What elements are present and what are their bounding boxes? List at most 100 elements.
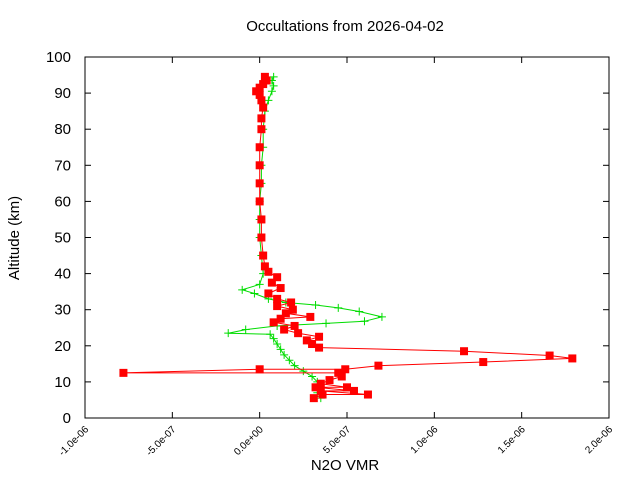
x-tick-label: -5.0e-07 <box>144 424 178 458</box>
y-tick-label: 90 <box>54 85 71 102</box>
data-point <box>267 87 276 96</box>
data-point <box>290 361 299 370</box>
data-point <box>264 96 273 105</box>
series-1 <box>224 72 386 403</box>
y-axis: 0 10 20 30 40 50 60 70 80 90 100 <box>46 49 609 427</box>
data-point <box>269 318 278 327</box>
data-point <box>316 379 325 388</box>
x-tick-label: -1.0e-06 <box>57 424 91 458</box>
y-tick-label: 40 <box>54 266 71 283</box>
y-tick-label: 20 <box>54 338 71 355</box>
data-point <box>311 301 320 310</box>
data-point <box>250 289 259 298</box>
x-tick-label: 1.5e-06 <box>496 424 528 456</box>
data-point <box>273 294 282 303</box>
data-point <box>269 72 278 81</box>
data-point <box>280 325 289 334</box>
data-point <box>334 368 343 377</box>
y-tick-label: 10 <box>54 374 71 391</box>
data-point <box>280 350 289 359</box>
data-point <box>285 356 294 365</box>
data-point <box>269 334 278 343</box>
y-tick-label: 0 <box>63 410 71 427</box>
data-point <box>302 336 311 345</box>
data-point <box>276 345 285 354</box>
data-point <box>259 251 268 260</box>
data-point <box>119 368 128 377</box>
data-point <box>266 330 275 339</box>
data-point <box>355 307 364 316</box>
data-point <box>363 390 372 399</box>
data-point <box>267 278 276 287</box>
data-point <box>545 351 554 360</box>
data-point <box>260 262 269 271</box>
data-point <box>255 143 264 152</box>
data-point <box>255 179 264 188</box>
data-point <box>269 81 278 90</box>
x-tick-label: 2.0e-06 <box>583 424 615 456</box>
data-point <box>255 197 264 206</box>
data-point <box>309 394 318 403</box>
data-point <box>273 273 282 282</box>
data-point <box>288 305 297 314</box>
series-line <box>228 76 383 399</box>
data-point <box>276 284 285 293</box>
data-point <box>257 233 266 242</box>
data-point <box>325 376 334 385</box>
series-layer <box>119 72 577 403</box>
data-point <box>311 383 320 392</box>
data-point <box>257 114 266 123</box>
y-tick-label: 50 <box>54 230 71 247</box>
x-tick-label: 1.0e-06 <box>409 424 441 456</box>
y-tick-label: 70 <box>54 157 71 174</box>
data-point <box>255 365 264 374</box>
data-point <box>316 386 325 395</box>
data-point <box>276 314 285 323</box>
y-tick-label: 100 <box>46 49 71 66</box>
y-tick-label: 30 <box>54 302 71 319</box>
data-point <box>349 386 358 395</box>
data-point <box>315 343 324 352</box>
data-point <box>259 103 268 112</box>
data-point <box>257 96 266 105</box>
y-tick-label: 60 <box>54 193 71 210</box>
data-point <box>224 329 233 338</box>
data-point <box>281 309 290 318</box>
data-point <box>257 125 266 134</box>
data-point <box>377 312 386 321</box>
data-point <box>241 325 250 334</box>
data-point <box>294 329 303 338</box>
data-point <box>264 289 273 298</box>
data-point <box>322 319 331 328</box>
data-point <box>257 215 266 224</box>
data-point <box>273 339 282 348</box>
x-axis-title: N2O VMR <box>311 457 380 474</box>
data-point <box>238 285 247 294</box>
data-point <box>460 347 469 356</box>
data-point <box>255 280 264 289</box>
x-axis: -1.0e-06 -5.0e-07 0.0e+00 5.0e-07 1.0e-06 1.5… <box>57 57 615 458</box>
chart-title: Occultations from 2026-04-02 <box>246 18 444 35</box>
plot-frame <box>84 56 610 419</box>
data-point <box>273 302 282 311</box>
x-tick-label: 5.0e-07 <box>321 424 353 456</box>
data-point <box>264 267 273 276</box>
data-point <box>343 383 351 392</box>
data-point <box>255 161 264 170</box>
data-point <box>306 312 315 321</box>
data-point <box>287 298 296 307</box>
data-point <box>299 367 308 376</box>
data-point <box>308 339 317 348</box>
y-axis-title: Altitude (km) <box>6 196 23 280</box>
series-2 <box>119 72 577 403</box>
data-point <box>374 361 383 370</box>
y-tick-label: 80 <box>54 121 71 138</box>
data-point <box>568 354 577 363</box>
series-line <box>123 76 573 399</box>
data-point <box>360 317 369 326</box>
x-tick-label: 0.0e+00 <box>232 424 266 458</box>
data-point <box>341 365 350 374</box>
data-point <box>315 332 324 341</box>
data-point <box>260 72 269 81</box>
